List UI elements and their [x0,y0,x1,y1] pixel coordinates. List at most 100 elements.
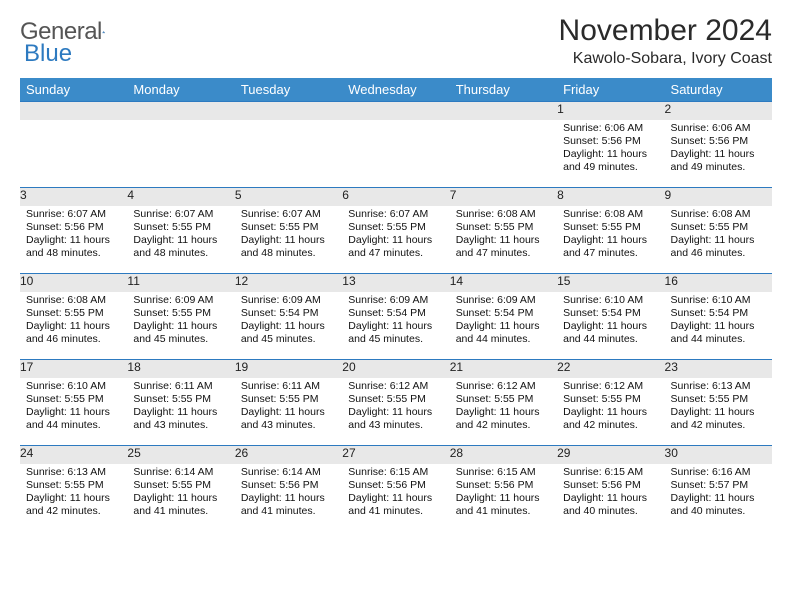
day-cell: Sunrise: 6:07 AMSunset: 5:55 PMDaylight:… [342,206,449,274]
day-number: 27 [342,446,449,464]
day-number: 9 [665,188,772,206]
day-header: Wednesday [342,78,449,102]
daynum-row: 17181920212223 [20,360,772,378]
day-content-row: Sunrise: 6:08 AMSunset: 5:55 PMDaylight:… [20,292,772,360]
day-cell: Sunrise: 6:09 AMSunset: 5:54 PMDaylight:… [342,292,449,360]
daynum-row: 3456789 [20,188,772,206]
sunset-text: Sunset: 5:55 PM [26,307,121,320]
daylight-text: Daylight: 11 hours and 41 minutes. [241,492,336,518]
sunrise-text: Sunrise: 6:13 AM [671,380,766,393]
day-number: 25 [127,446,234,464]
day-cell: Sunrise: 6:07 AMSunset: 5:55 PMDaylight:… [127,206,234,274]
sunset-text: Sunset: 5:54 PM [456,307,551,320]
day-cell: Sunrise: 6:10 AMSunset: 5:54 PMDaylight:… [665,292,772,360]
daylight-text: Daylight: 11 hours and 44 minutes. [671,320,766,346]
sunset-text: Sunset: 5:55 PM [671,393,766,406]
day-cell: Sunrise: 6:12 AMSunset: 5:55 PMDaylight:… [557,378,664,446]
sunrise-text: Sunrise: 6:08 AM [456,208,551,221]
sunrise-text: Sunrise: 6:09 AM [456,294,551,307]
daylight-text: Daylight: 11 hours and 41 minutes. [133,492,228,518]
daylight-text: Daylight: 11 hours and 45 minutes. [133,320,228,346]
daynum-row: 10111213141516 [20,274,772,292]
daylight-text: Daylight: 11 hours and 47 minutes. [348,234,443,260]
sunset-text: Sunset: 5:55 PM [563,393,658,406]
daylight-text: Daylight: 11 hours and 45 minutes. [348,320,443,346]
day-cell: Sunrise: 6:08 AMSunset: 5:55 PMDaylight:… [20,292,127,360]
daylight-text: Daylight: 11 hours and 41 minutes. [348,492,443,518]
day-header: Tuesday [235,78,342,102]
sunrise-text: Sunrise: 6:09 AM [348,294,443,307]
day-cell: Sunrise: 6:15 AMSunset: 5:56 PMDaylight:… [557,464,664,532]
day-number: 21 [450,360,557,378]
day-number: 14 [450,274,557,292]
day-cell: Sunrise: 6:13 AMSunset: 5:55 PMDaylight:… [20,464,127,532]
day-cell [342,120,449,188]
sunset-text: Sunset: 5:55 PM [563,221,658,234]
day-number: 12 [235,274,342,292]
daylight-text: Daylight: 11 hours and 48 minutes. [133,234,228,260]
sunrise-text: Sunrise: 6:10 AM [563,294,658,307]
sunrise-text: Sunrise: 6:15 AM [348,466,443,479]
sunset-text: Sunset: 5:55 PM [348,393,443,406]
sunrise-text: Sunrise: 6:07 AM [26,208,121,221]
sunrise-text: Sunrise: 6:10 AM [671,294,766,307]
day-cell: Sunrise: 6:08 AMSunset: 5:55 PMDaylight:… [450,206,557,274]
sunrise-text: Sunrise: 6:11 AM [241,380,336,393]
day-number: 8 [557,188,664,206]
day-number: 17 [20,360,127,378]
day-cell: Sunrise: 6:16 AMSunset: 5:57 PMDaylight:… [665,464,772,532]
sunset-text: Sunset: 5:55 PM [133,307,228,320]
sunrise-text: Sunrise: 6:09 AM [133,294,228,307]
day-cell: Sunrise: 6:09 AMSunset: 5:55 PMDaylight:… [127,292,234,360]
daylight-text: Daylight: 11 hours and 48 minutes. [241,234,336,260]
day-cell: Sunrise: 6:10 AMSunset: 5:55 PMDaylight:… [20,378,127,446]
day-number [235,102,342,120]
day-number: 4 [127,188,234,206]
location-label: Kawolo-Sobara, Ivory Coast [559,50,772,68]
day-number: 2 [665,102,772,120]
daylight-text: Daylight: 11 hours and 44 minutes. [456,320,551,346]
day-header: Friday [557,78,664,102]
sunset-text: Sunset: 5:56 PM [26,221,121,234]
sunset-text: Sunset: 5:55 PM [348,221,443,234]
day-number: 24 [20,446,127,464]
day-content-row: Sunrise: 6:06 AMSunset: 5:56 PMDaylight:… [20,120,772,188]
day-number: 18 [127,360,234,378]
sunrise-text: Sunrise: 6:16 AM [671,466,766,479]
sunrise-text: Sunrise: 6:08 AM [563,208,658,221]
day-number [127,102,234,120]
daylight-text: Daylight: 11 hours and 43 minutes. [348,406,443,432]
daylight-text: Daylight: 11 hours and 44 minutes. [563,320,658,346]
day-number: 5 [235,188,342,206]
day-cell: Sunrise: 6:09 AMSunset: 5:54 PMDaylight:… [235,292,342,360]
day-content-row: Sunrise: 6:07 AMSunset: 5:56 PM Daylight:… [20,206,772,274]
daynum-row: 12 [20,102,772,120]
day-cell: Sunrise: 6:14 AMSunset: 5:56 PMDaylight:… [235,464,342,532]
daylight-text: Daylight: 11 hours and 49 minutes. [671,148,766,174]
day-cell: Sunrise: 6:14 AMSunset: 5:55 PMDaylight:… [127,464,234,532]
sunset-text: Sunset: 5:55 PM [456,393,551,406]
sunrise-text: Sunrise: 6:08 AM [671,208,766,221]
day-cell: Sunrise: 6:12 AMSunset: 5:55 PMDaylight:… [450,378,557,446]
day-cell: Sunrise: 6:11 AMSunset: 5:55 PMDaylight:… [127,378,234,446]
sunrise-text: Sunrise: 6:14 AM [241,466,336,479]
day-cell: Sunrise: 6:15 AMSunset: 5:56 PMDaylight:… [450,464,557,532]
title-block: November 2024 Kawolo-Sobara, Ivory Coast [559,14,772,68]
sail-icon [102,23,105,41]
sunrise-text: Sunrise: 6:08 AM [26,294,121,307]
sunrise-text: Sunrise: 6:09 AM [241,294,336,307]
daylight-text: Daylight: 11 hours and 42 minutes. [563,406,658,432]
day-cell [450,120,557,188]
day-cell: Sunrise: 6:06 AMSunset: 5:56 PMDaylight:… [557,120,664,188]
day-number [450,102,557,120]
daylight-text: Daylight: 11 hours and 44 minutes. [26,406,121,432]
day-cell: Sunrise: 6:06 AMSunset: 5:56 PMDaylight:… [665,120,772,188]
daylight-text: Daylight: 11 hours and 46 minutes. [26,320,121,346]
day-number: 23 [665,360,772,378]
day-number: 26 [235,446,342,464]
day-cell: Sunrise: 6:09 AMSunset: 5:54 PMDaylight:… [450,292,557,360]
sunrise-text: Sunrise: 6:11 AM [133,380,228,393]
day-cell: Sunrise: 6:12 AMSunset: 5:55 PMDaylight:… [342,378,449,446]
sunset-text: Sunset: 5:55 PM [26,479,121,492]
day-cell: Sunrise: 6:07 AMSunset: 5:56 PMDaylight:… [20,206,127,274]
